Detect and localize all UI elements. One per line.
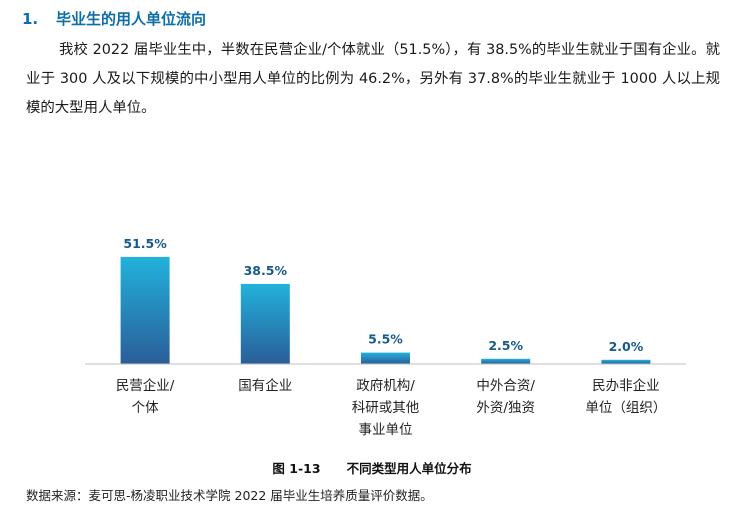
bar-value-label: 38.5% — [244, 263, 288, 278]
bar-value-label: 2.5% — [488, 338, 523, 353]
bar-value-label: 51.5% — [123, 236, 167, 251]
section-title: 毕业生的用人单位流向 — [56, 10, 207, 28]
category-label: 国有企业 — [238, 377, 292, 394]
section-number: 1. — [22, 10, 39, 28]
category-label-line: 民营企业/ — [116, 377, 175, 394]
category-label: 民营企业/个体 — [116, 377, 175, 416]
figure-number: 图 1-13 — [272, 461, 321, 476]
bar — [240, 283, 290, 364]
category-label-line: 外资/独资 — [476, 400, 535, 416]
bar-value-label: 5.5% — [368, 332, 403, 347]
category-label-line: 科研或其他 — [352, 400, 420, 416]
bar — [120, 256, 170, 364]
category-label-line: 国有企业 — [238, 377, 292, 394]
bar — [361, 352, 410, 364]
bar — [601, 359, 651, 364]
category-label-line: 单位（组织） — [585, 400, 666, 416]
bar — [481, 358, 531, 364]
category-label-line: 民办非企业 — [592, 377, 660, 394]
category-label-line: 个体 — [132, 400, 159, 416]
section-heading: 1. 毕业生的用人单位流向 — [22, 8, 206, 29]
category-label-line: 事业单位 — [359, 422, 413, 438]
labels-layer: 51.5% 民营企业/个体 38.5% 国有企业 5.5% 政府机构/科研或其他事业单位 2… — [116, 236, 667, 438]
intro-paragraph: 我校 2022 届毕业生中，半数在民营企业/个体就业（51.5%），有 38.5… — [26, 42, 720, 116]
category-label-line: 中外合资/ — [476, 378, 535, 394]
category-label: 政府机构/科研或其他事业单位 — [352, 378, 420, 438]
bar-value-label: 2.0% — [609, 339, 644, 354]
data-source-note: 数据来源：麦可思-杨凌职业技术学院 2022 届毕业生培养质量评价数据。 — [26, 488, 433, 503]
figure-title: 不同类型用人单位分布 — [346, 461, 472, 476]
category-label: 中外合资/外资/独资 — [476, 378, 535, 416]
bars-layer — [120, 256, 651, 364]
figure-caption: 图 1-13 不同类型用人单位分布 — [0, 458, 744, 477]
category-label: 民办非企业单位（组织） — [585, 377, 666, 416]
category-label-line: 政府机构/ — [356, 378, 415, 394]
